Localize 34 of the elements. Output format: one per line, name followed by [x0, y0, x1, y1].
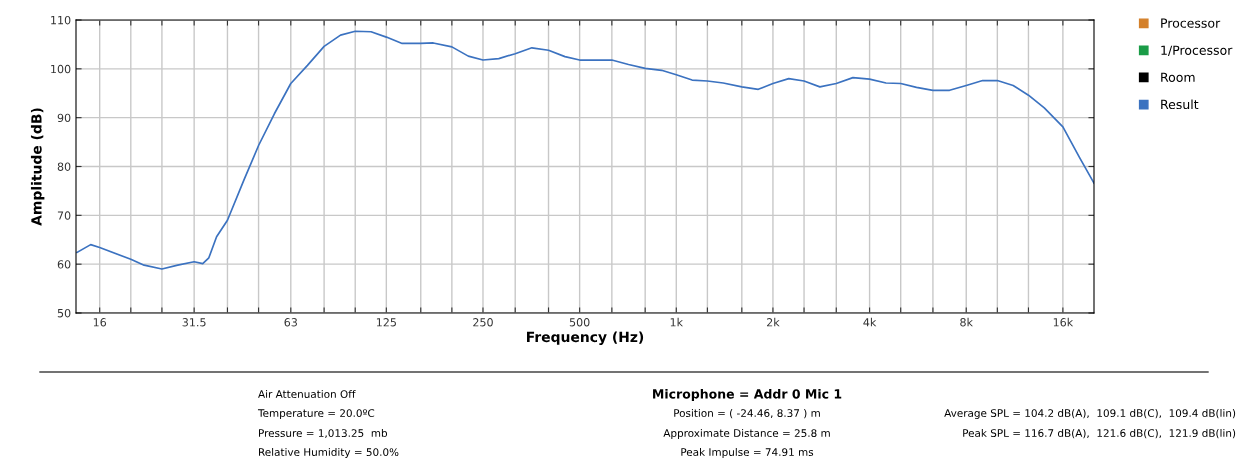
x-tick-label: 250: [473, 318, 493, 327]
x-tick-label: 125: [376, 318, 396, 327]
y-axis-title: Amplitude (dB): [30, 108, 45, 226]
y-tick-label: 100: [51, 64, 71, 74]
x-tick-label: 63: [284, 318, 297, 327]
legend-label: 1/Processor: [1161, 45, 1233, 56]
x-tick-label: 4k: [863, 317, 877, 327]
text: Position = ( -24.46, 8.37 ) m: [674, 408, 820, 419]
y-tick-label: 50: [57, 308, 71, 318]
x-tick-label: 16: [93, 318, 107, 327]
legend-label: Result: [1161, 99, 1199, 110]
legend-label: Room: [1161, 72, 1195, 83]
text: Peak SPL = 116.7 dB(A), 121.6 dB(C), 121.9 dB(lin): [963, 428, 1236, 439]
text: Approximate Distance = 25.8 m: [663, 428, 830, 440]
x-tick-label: 1k: [670, 317, 683, 327]
x-axis-title: Frequency (Hz): [527, 331, 644, 345]
x-tick-label: 500: [569, 318, 590, 327]
text: Relative Humidity = 50.0%: [259, 447, 399, 459]
y-tick-label: 110: [51, 15, 71, 25]
x-tick-label: 2k: [767, 317, 780, 327]
text: Microphone = Addr 0 Mic 1: [653, 388, 842, 402]
text: Air Attenuation Off: [258, 389, 356, 399]
x-tick-label: 31.5: [182, 318, 206, 327]
y-tick-label: 80: [57, 162, 71, 171]
y-tick-label: 90: [57, 113, 71, 123]
text: Pressure = 1,013.25 mb: [259, 428, 388, 439]
text: Temperature = 20.0ºC: [257, 409, 375, 420]
y-tick-label: 60: [57, 260, 71, 269]
x-tick-label: 8k: [960, 317, 973, 327]
y-tick-label: 70: [57, 211, 71, 220]
legend-label: Processor: [1161, 18, 1221, 28]
text: Peak Impulse = 74.91 ms: [681, 447, 814, 459]
x-tick-label: 16k: [1053, 317, 1074, 327]
text: Average SPL = 104.2 dB(A), 109.1 dB(C), 109.4 dB(lin): [944, 408, 1236, 420]
